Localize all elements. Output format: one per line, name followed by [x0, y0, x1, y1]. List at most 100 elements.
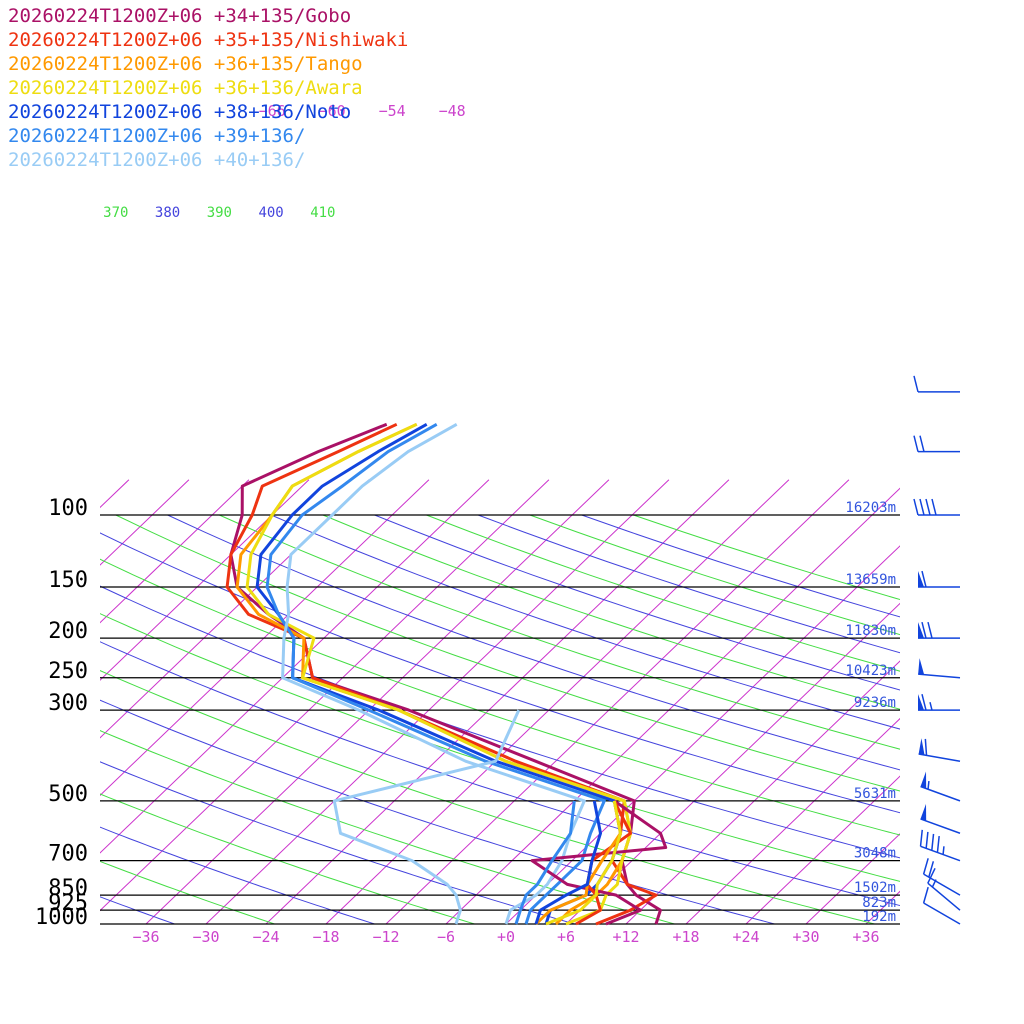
isotherm-line — [505, 545, 900, 924]
temperature-line — [255, 422, 622, 925]
height-label: 192m — [862, 909, 896, 925]
legend-item: 20260224T1200Z+06 +36+135/Tango — [8, 53, 363, 75]
isobar-lines — [100, 514, 900, 925]
wind-barb — [918, 693, 960, 711]
isotherm-line — [100, 479, 490, 854]
barb-flag — [922, 858, 929, 875]
temperature-line — [265, 422, 606, 925]
height-label: 11830m — [845, 623, 896, 639]
pressure-label: 925 — [48, 891, 88, 916]
isotherm-line — [100, 479, 190, 566]
temperature-tick-label: −30 — [192, 928, 219, 946]
temperature-line — [281, 422, 586, 925]
temperature-tick-label: −48 — [439, 102, 466, 120]
height-label: 10423m — [845, 663, 896, 679]
barb-shaft — [923, 873, 961, 896]
pressure-label: 100 — [48, 496, 88, 521]
isotherm-line — [565, 602, 900, 924]
barb-half-flag — [929, 701, 933, 711]
wind-barb — [918, 658, 961, 679]
barb-flag — [928, 861, 935, 878]
legend-item: 20260224T1200Z+06 +35+135/Nishiwaki — [8, 29, 409, 51]
temperature-line — [245, 422, 632, 926]
height-label: 3048m — [854, 846, 896, 862]
temperature-tick-label: −66 — [259, 102, 286, 120]
barb-shaft — [927, 882, 961, 911]
temperature-tick-label: −36 — [132, 928, 159, 946]
barb-flag — [927, 867, 936, 884]
temperature-tick-label: +6 — [557, 928, 575, 946]
barb-flag — [919, 435, 925, 452]
barb-shaft — [920, 845, 961, 862]
isotherm-line — [205, 479, 670, 924]
wind-barb — [927, 867, 961, 911]
wind-barb — [918, 738, 961, 762]
temperature-tick-label: −18 — [312, 928, 339, 946]
temperature-tick-label: +36 — [852, 928, 879, 946]
height-label: 9236m — [854, 695, 896, 711]
theta-label: 390 — [207, 205, 232, 221]
isotherm-line — [625, 660, 900, 924]
barb-flag — [913, 375, 919, 393]
barb-shaft — [918, 673, 961, 679]
pressure-label: 300 — [48, 691, 88, 716]
temperature-tick-label: +0 — [497, 928, 515, 946]
barb-pennant — [918, 694, 924, 711]
temperature-profiles — [225, 422, 662, 926]
barb-pennant — [920, 771, 927, 789]
pressure-label: 500 — [48, 782, 88, 807]
barb-flag — [931, 833, 935, 851]
legend-item: 20260224T1200Z+06 +38+136/Noto — [8, 101, 352, 123]
legend-item: 20260224T1200Z+06 +36+136/Awara — [8, 77, 363, 99]
height-label: 1502m — [854, 880, 896, 896]
isotherm-line — [100, 479, 550, 912]
barb-flag — [913, 435, 919, 452]
temperature-tick-label: +12 — [612, 928, 639, 946]
theta-label: 410 — [310, 205, 335, 221]
pressure-label: 150 — [48, 568, 88, 593]
theta-label: 370 — [103, 205, 128, 221]
temperature-tick-label: +18 — [672, 928, 699, 946]
barb-flag — [921, 621, 927, 639]
dewpoint-line — [332, 709, 521, 925]
barb-shaft — [920, 818, 961, 834]
isotherm-line — [0, 480, 9, 924]
isotherm-line — [445, 487, 900, 924]
dewpoint-line — [514, 800, 576, 925]
height-label: 16203m — [845, 500, 896, 516]
temperature-tick-label: −60 — [319, 102, 346, 120]
wind-barb — [918, 621, 960, 639]
barb-pennant — [918, 571, 924, 588]
wind-barb — [918, 570, 960, 588]
barb-flag — [931, 498, 937, 516]
isotherm-line — [685, 717, 900, 924]
legend-item: 20260224T1200Z+06 +34+135/Gobo — [8, 5, 352, 27]
temperature-tick-label: +30 — [792, 928, 819, 946]
wind-barb — [913, 435, 960, 453]
dry-adiabat-line — [100, 730, 675, 924]
wind-barb — [919, 829, 961, 862]
barb-half-flag — [942, 846, 945, 855]
barb-flag — [919, 498, 925, 516]
wind-barb — [922, 886, 961, 925]
dewpoint-profiles — [332, 709, 668, 926]
temperature-tick-label: −12 — [372, 928, 399, 946]
height-label: 5631m — [854, 786, 896, 802]
barb-flag — [913, 498, 919, 516]
barb-pennant — [918, 738, 925, 755]
legend: 20260224T1200Z+06 +34+135/Gobo 20260224T1… — [8, 4, 408, 172]
temperature-tick-label: +24 — [732, 928, 759, 946]
theta-label: 400 — [258, 205, 283, 221]
wind-barb — [913, 498, 960, 516]
barb-flag — [922, 886, 929, 904]
legend-item: 20260224T1200Z+06 +39+136/ — [8, 125, 306, 147]
height-label: 823m — [862, 895, 896, 911]
barb-shaft — [923, 902, 961, 925]
theta-label: 380 — [155, 205, 180, 221]
isotherm-line — [986, 480, 1024, 924]
pressure-label: 700 — [48, 842, 88, 867]
barb-flag — [921, 693, 927, 711]
wind-barb — [920, 771, 961, 802]
temperature-tick-label: −6 — [437, 928, 455, 946]
